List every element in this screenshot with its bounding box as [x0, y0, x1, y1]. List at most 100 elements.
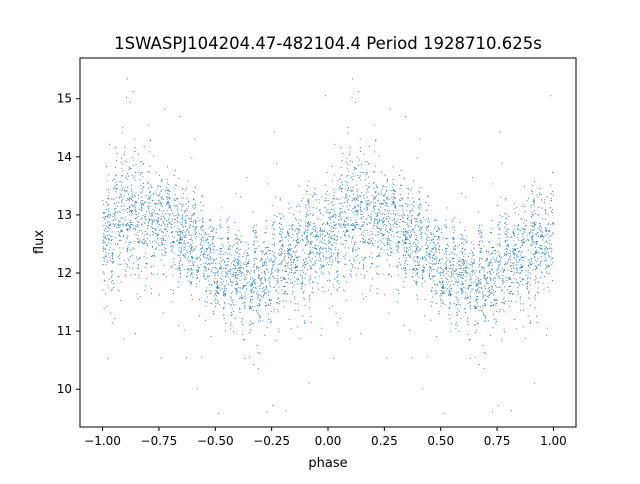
- data-point: [218, 253, 220, 255]
- data-point: [548, 255, 550, 257]
- data-point: [148, 219, 151, 221]
- data-point: [294, 303, 296, 305]
- data-point: [362, 238, 365, 240]
- data-point: [429, 233, 432, 235]
- data-point: [296, 270, 298, 272]
- data-point: [534, 279, 536, 281]
- data-point: [257, 367, 259, 369]
- data-point: [264, 279, 266, 281]
- data-point: [338, 223, 340, 225]
- data-point: [415, 219, 417, 221]
- data-point: [223, 293, 225, 295]
- data-point: [274, 245, 276, 247]
- data-point: [474, 305, 476, 307]
- data-point: [163, 231, 165, 233]
- data-point: [336, 235, 338, 237]
- data-point: [441, 271, 443, 273]
- data-point: [376, 223, 378, 225]
- data-point: [253, 283, 255, 285]
- data-point: [304, 321, 306, 323]
- data-point: [224, 288, 226, 290]
- data-point: [333, 208, 335, 210]
- data-point: [151, 292, 153, 295]
- data-point: [485, 295, 487, 297]
- data-point: [243, 339, 245, 341]
- data-point: [387, 213, 389, 215]
- data-point: [304, 320, 306, 322]
- data-point: [350, 269, 352, 271]
- data-point: [205, 270, 207, 272]
- data-point: [172, 247, 174, 249]
- data-point: [520, 245, 522, 247]
- data-point: [459, 304, 461, 306]
- data-point: [476, 289, 478, 291]
- data-point: [460, 277, 462, 279]
- data-point: [256, 291, 258, 293]
- data-point: [237, 273, 239, 275]
- data-point: [278, 253, 280, 255]
- data-point: [401, 204, 403, 206]
- data-point: [437, 242, 439, 244]
- data-point: [257, 313, 259, 315]
- data-point: [201, 245, 203, 247]
- data-point: [293, 267, 295, 269]
- data-point: [466, 235, 468, 237]
- data-point: [507, 231, 509, 233]
- data-point: [221, 283, 223, 285]
- data-point: [490, 291, 492, 293]
- data-point: [181, 206, 183, 208]
- data-point: [392, 178, 394, 181]
- data-point: [456, 292, 458, 294]
- data-point: [207, 275, 209, 277]
- data-point: [529, 261, 531, 263]
- data-point: [185, 215, 187, 217]
- data-point: [409, 269, 411, 271]
- data-point: [386, 237, 388, 240]
- data-point: [424, 256, 426, 258]
- data-point: [399, 199, 401, 201]
- data-point: [299, 225, 301, 227]
- data-point: [279, 226, 281, 228]
- data-point: [545, 233, 547, 235]
- data-point: [247, 252, 249, 255]
- data-point: [338, 261, 340, 263]
- data-point: [455, 269, 457, 271]
- data-point: [523, 185, 526, 187]
- data-point: [149, 205, 151, 207]
- data-point: [407, 206, 409, 208]
- data-point: [308, 382, 310, 384]
- data-point: [275, 302, 278, 304]
- data-point: [448, 280, 450, 282]
- data-point: [520, 230, 522, 232]
- data-point: [136, 226, 138, 228]
- data-point: [544, 252, 546, 254]
- data-point: [155, 220, 157, 222]
- data-point: [445, 257, 447, 259]
- data-point: [105, 228, 107, 230]
- data-point: [418, 263, 420, 265]
- data-point: [268, 277, 270, 279]
- data-point: [514, 318, 516, 320]
- data-point: [193, 212, 195, 214]
- data-point: [193, 261, 195, 263]
- data-point: [198, 256, 200, 258]
- data-point: [528, 271, 530, 274]
- data-point: [503, 269, 505, 271]
- data-point: [499, 221, 501, 223]
- data-point: [234, 288, 236, 290]
- data-point: [358, 262, 360, 264]
- data-point: [514, 235, 516, 237]
- data-point: [227, 269, 229, 271]
- data-point: [274, 270, 277, 272]
- data-point: [382, 195, 384, 197]
- data-point: [547, 286, 549, 289]
- data-point: [269, 277, 271, 279]
- data-point: [487, 259, 489, 261]
- data-point: [129, 267, 131, 269]
- data-point: [470, 282, 472, 284]
- data-point: [512, 253, 514, 255]
- data-point: [360, 164, 362, 166]
- data-point: [250, 285, 252, 287]
- data-point: [435, 235, 437, 237]
- data-point: [119, 224, 121, 226]
